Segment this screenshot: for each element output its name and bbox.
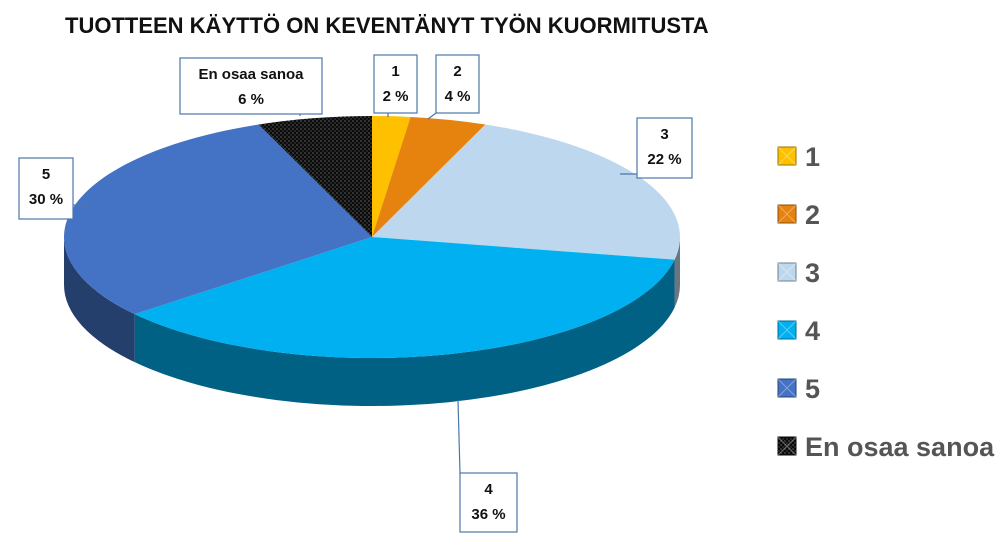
legend-label-5: 5 (805, 374, 820, 404)
legend-label-2: 2 (805, 200, 820, 230)
legend-swatch-bevel-5 (777, 378, 797, 398)
legend-swatch-bevel-4 (777, 320, 797, 340)
legend-swatch-5 (777, 378, 797, 398)
data-label-box-3 (636, 117, 693, 179)
pie-slice-1 (372, 116, 411, 237)
legend-label-en-osaa-sanoa: En osaa sanoa (805, 432, 995, 462)
legend-swatch-bevel-en-osaa-sanoa (777, 436, 797, 456)
legend-item-en-osaa-sanoa: En osaa sanoa (777, 432, 995, 462)
legend-item-1: 1 (777, 142, 820, 172)
data-label-box-en-osaa-sanoa (179, 57, 323, 115)
data-label-value-1: 2 % (383, 88, 409, 105)
legend-swatch-3 (777, 262, 797, 282)
data-label-value-2: 4 % (445, 88, 471, 105)
data-label-category-2: 2 (453, 63, 461, 80)
data-label-leader-4 (457, 399, 461, 474)
legend-label-1: 1 (805, 142, 820, 172)
pie-slice-5 (64, 124, 372, 315)
legend-label-4: 4 (805, 316, 820, 346)
legend-swatch-bevel-1 (777, 146, 797, 166)
data-label-category-4: 4 (484, 481, 493, 498)
pie-slices (64, 116, 680, 358)
legend-item-4: 4 (777, 316, 820, 346)
data-label-4: 4 36 % (457, 399, 518, 533)
data-label-category-5: 5 (42, 166, 50, 183)
data-label-en-osaa-sanoa: En osaa sanoa 6 % (179, 57, 323, 116)
pie-side-5 (64, 237, 135, 363)
legend: 1 2 3 4 5 En osaa sanoa (777, 142, 995, 462)
data-label-leader-2 (427, 112, 437, 120)
legend-swatch-2 (777, 204, 797, 224)
data-label-box-4 (459, 472, 518, 533)
data-label-value-4: 36 % (471, 506, 505, 523)
pie-slice-4 (134, 237, 675, 358)
pie-slice-en-osaa-sanoa (258, 116, 372, 237)
legend-item-3: 3 (777, 258, 820, 288)
data-label-box-1 (373, 54, 418, 114)
legend-label-3: 3 (805, 258, 820, 288)
data-label-box-2 (435, 54, 480, 114)
legend-swatch-bevel-2 (777, 204, 797, 224)
legend-item-5: 5 (777, 374, 820, 404)
data-label-value-5: 30 % (29, 191, 63, 208)
pie-sides (64, 237, 680, 406)
data-label-value-en-osaa-sanoa: 6 % (238, 91, 264, 108)
pie-side-3 (674, 237, 680, 308)
legend-item-2: 2 (777, 200, 820, 230)
legend-swatch-en-osaa-sanoa (777, 436, 797, 456)
data-label-1: 12 % (373, 54, 418, 117)
legend-swatch-1 (777, 146, 797, 166)
pie-side-4 (134, 259, 675, 406)
data-label-box-5 (18, 157, 74, 220)
data-label-category-en-osaa-sanoa: En osaa sanoa (198, 66, 304, 83)
legend-swatch-4 (777, 320, 797, 340)
data-label-3: 3 22 % (620, 117, 693, 179)
pie-slice-3 (372, 124, 680, 260)
pie-slice-2 (372, 116, 486, 237)
data-label-5: 5 30 % (18, 157, 90, 220)
data-label-category-1: 1 (391, 63, 399, 80)
chart-title: TUOTTEEN KÄYTTÖ ON KEVENTÄNYT TYÖN KUORM… (65, 13, 709, 38)
legend-swatch-bevel-3 (777, 262, 797, 282)
data-label-category-3: 3 (660, 126, 668, 143)
data-label-value-3: 22 % (647, 151, 681, 168)
data-label-2: 24 % (427, 54, 480, 120)
